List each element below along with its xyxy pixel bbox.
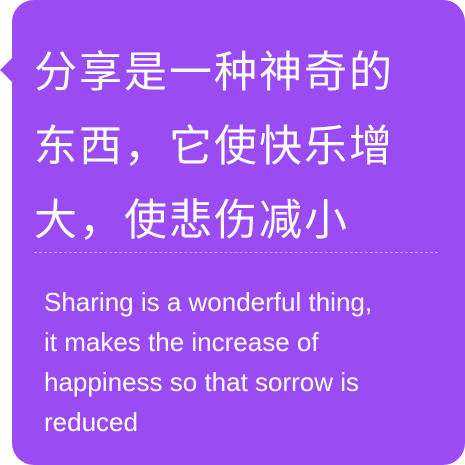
english-quote-line-2: it makes the increase of: [44, 327, 319, 357]
english-quote-line-3: happiness so that sorrow is: [44, 367, 360, 397]
chinese-quote-line-3: 大，使悲伤减小: [34, 196, 349, 246]
speech-bubble: [12, 0, 465, 465]
speech-bubble-tail: [0, 56, 14, 84]
chinese-quote: 分享是一种神奇的 东西，它使快乐增 大，使悲伤减小: [34, 36, 434, 258]
chinese-quote-line-2: 东西，它使快乐增: [34, 122, 394, 172]
english-quote-line-1: Sharing is a wonderful thing,: [44, 287, 373, 317]
english-quote: Sharing is a wonderful thing, it makes t…: [44, 282, 444, 442]
chinese-quote-line-1: 分享是一种神奇的: [34, 48, 394, 98]
english-quote-line-4: reduced: [44, 407, 138, 437]
dashed-divider: [34, 252, 438, 253]
